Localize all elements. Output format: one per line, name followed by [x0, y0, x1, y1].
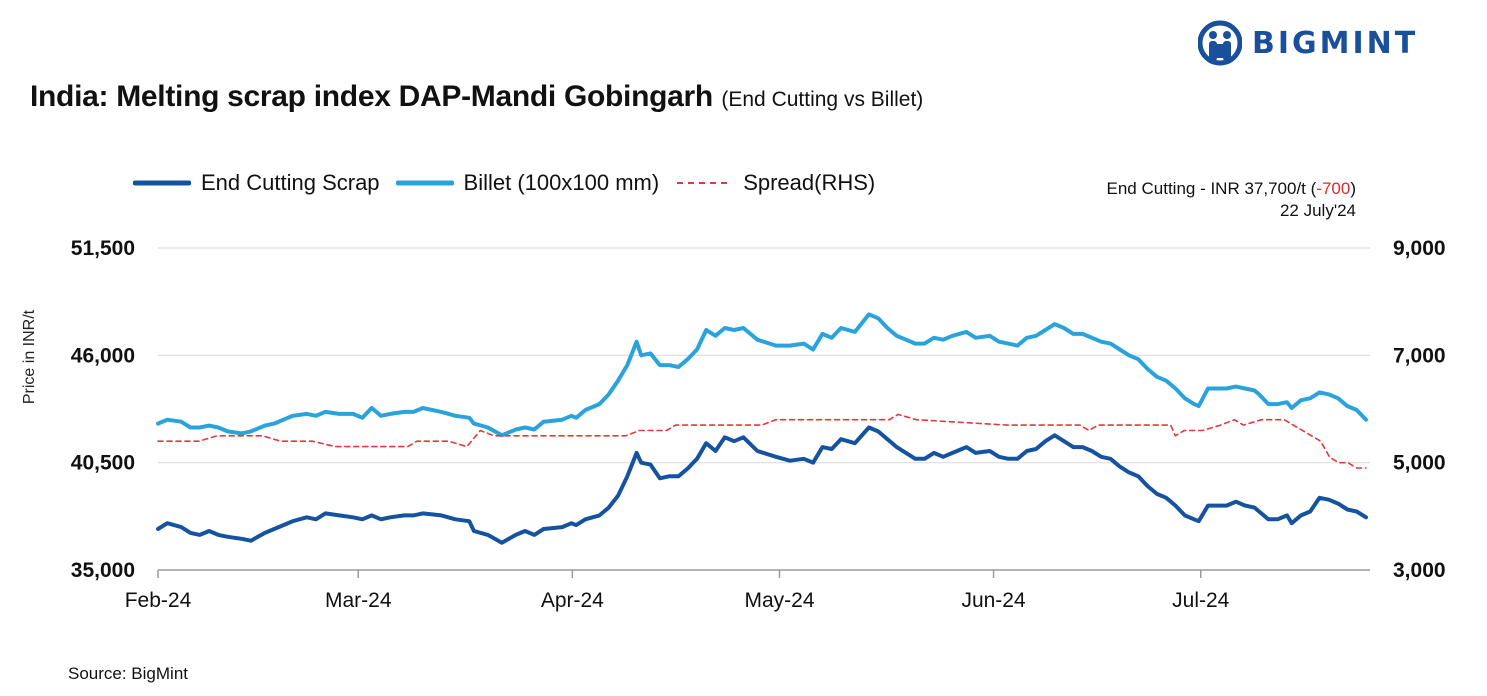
brand-name: BIGMINT	[1252, 25, 1419, 61]
note-line-1: End Cutting - INR 37,700/t (-700)	[1106, 179, 1356, 198]
legend-swatch-spread	[677, 182, 732, 184]
y2-tick-label: 7,000	[1393, 344, 1446, 367]
y2-tick-label: 5,000	[1393, 452, 1446, 475]
x-tick-label: Apr-24	[541, 589, 604, 612]
legend-item-billet: Billet (100x100 mm)	[395, 170, 660, 196]
series-line-end-cutting-scrap	[156, 425, 1368, 545]
bigmint-logo: BIGMINT	[1198, 20, 1418, 66]
chart-legend: End Cutting Scrap Billet (100x100 mm) Sp…	[133, 170, 891, 196]
latest-price-note: End Cutting - INR 37,700/t (-700) 22 Jul…	[1107, 178, 1356, 222]
chart-axes: 51,500 46,000 40,500 35,000 9,000 7,000 5,000 3…	[21, 237, 1446, 612]
legend-swatch-billet	[395, 180, 454, 186]
legend-item-end-cutting-scrap: End Cutting Scrap	[133, 170, 380, 196]
y2-tick-label: 3,000	[1393, 559, 1446, 582]
chart-grid	[158, 247, 1370, 571]
y-tick-label: 46,000	[71, 344, 135, 367]
y2-tick-label: 9,000	[1393, 237, 1446, 260]
legend-label-spread: Spread(RHS)	[743, 170, 876, 195]
series-line-spread-rhs	[157, 413, 1367, 469]
series-line-billet-100x100-mm	[156, 312, 1368, 438]
bigmint-logo-icon	[1198, 20, 1242, 66]
x-tick-label: Jul-24	[1172, 589, 1230, 612]
legend-swatch-end-cutting-scrap	[133, 180, 191, 186]
chart-series	[156, 312, 1368, 545]
chart-title-block: India: Melting scrap index DAP-Mandi Gob…	[30, 80, 923, 114]
y-tick-label: 35,000	[71, 559, 135, 582]
y-axis-label: Price in INR/t	[21, 309, 38, 404]
price-change: -700	[1316, 179, 1351, 198]
y-tick-label: 51,500	[71, 237, 135, 260]
y-tick-label: 40,500	[71, 452, 135, 475]
legend-label-billet: Billet (100x100 mm)	[463, 170, 660, 195]
legend-item-spread: Spread(RHS)	[675, 170, 875, 196]
x-tick-label: Feb-24	[125, 589, 192, 612]
note-date: 22 July'24	[1279, 201, 1356, 220]
chart-subtitle: (End Cutting vs Billet)	[721, 88, 924, 111]
x-tick-label: Mar-24	[325, 589, 392, 612]
legend-label-end-cutting-scrap: End Cutting Scrap	[201, 170, 380, 195]
x-tick-label: May-24	[744, 589, 814, 612]
source-note: Source: BigMint	[68, 664, 188, 683]
x-tick-label: Jun-24	[961, 589, 1026, 612]
chart-title: India: Melting scrap index DAP-Mandi Gob…	[30, 80, 713, 113]
